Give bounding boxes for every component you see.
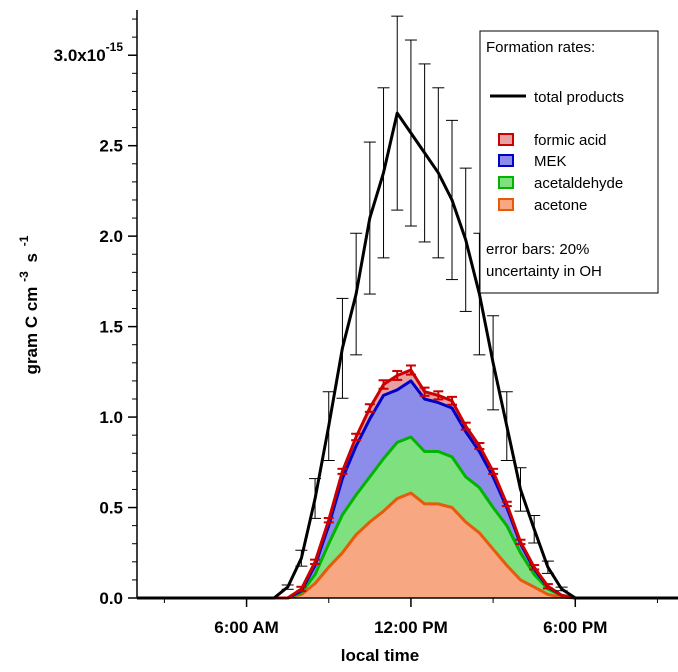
legend-acetaldehyde-swatch bbox=[498, 176, 514, 189]
y-top-exponent: -15 bbox=[106, 40, 124, 54]
legend-note-line2: uncertainty in OH bbox=[486, 263, 602, 280]
y-tick-label: 0.5 bbox=[99, 499, 123, 518]
legend-note-line1: error bars: 20% bbox=[486, 241, 589, 258]
legend-mek-swatch bbox=[498, 154, 514, 167]
legend: Formation rates: total products formic a… bbox=[479, 30, 659, 294]
area-acetaldehyde bbox=[137, 437, 678, 598]
y-axis-title: gram C cm -3 s -1 bbox=[13, 235, 41, 374]
legend-total-label: total products bbox=[534, 89, 624, 106]
area-acetone bbox=[137, 493, 678, 598]
legend-mek-label: MEK bbox=[534, 153, 567, 170]
area-MEK bbox=[137, 380, 678, 598]
legend-formic-acid-swatch bbox=[498, 133, 514, 146]
legend-header: Formation rates: bbox=[486, 39, 595, 56]
x-tick-label: 6:00 AM bbox=[214, 618, 279, 637]
axes: 0.0 0.5 1.0 1.5 2.0 2.5 3.0x10-15 6:00 AM 12:00 … bbox=[54, 10, 678, 637]
total-products-line bbox=[137, 111, 678, 600]
stacked-areas bbox=[137, 370, 678, 598]
legend-acetone-label: acetone bbox=[534, 197, 587, 214]
x-tick-label: 6:00 PM bbox=[543, 618, 607, 637]
x-axis-title: local time bbox=[341, 646, 419, 665]
x-tick-label: 12:00 PM bbox=[374, 618, 448, 637]
y-tick-label: 0.0 bbox=[99, 589, 123, 608]
legend-formic-acid-label: formic acid bbox=[534, 132, 607, 149]
legend-acetone-swatch bbox=[498, 198, 514, 211]
y-tick-label: 2.5 bbox=[99, 137, 123, 156]
y-tick-label: 2.0 bbox=[99, 227, 123, 246]
y-tick-label: 1.5 bbox=[99, 318, 123, 337]
y-tick-label: 1.0 bbox=[99, 408, 123, 427]
y-tick-label: 3.0x10-15 bbox=[54, 40, 124, 65]
total-products-series bbox=[137, 15, 678, 600]
legend-acetaldehyde-label: acetaldehyde bbox=[534, 175, 623, 192]
